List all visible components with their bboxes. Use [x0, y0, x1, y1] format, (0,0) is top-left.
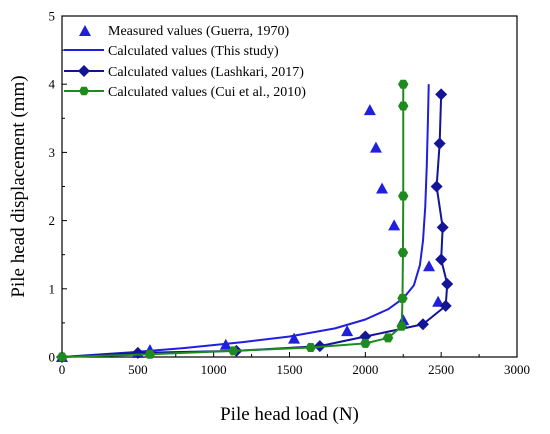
data-point-cui	[144, 349, 156, 359]
legend-entry-lashkari: Calculated values (Lashkari, 2017)	[64, 65, 304, 80]
x-axis-title: Pile head load (N)	[220, 404, 359, 425]
legend-marker-lashkari-diamond	[78, 65, 90, 77]
series-line-cui	[61, 84, 405, 358]
axis-ticks: 0 500 1000 1500 2000 2500 3000 0 1 2 3 4 5	[49, 9, 531, 378]
data-point-lashkari	[430, 180, 443, 193]
y-tick-label: 4	[49, 77, 56, 92]
series-line-this-study	[61, 84, 430, 358]
series-line-lashkari	[61, 94, 449, 358]
data-point-lashkari	[436, 221, 449, 234]
x-tick-label: 3000	[504, 362, 530, 377]
data-point-cui	[398, 191, 409, 201]
data-point-lashkari	[131, 346, 144, 359]
x-tick-label: 1500	[277, 362, 303, 377]
x-tick-label: 500	[128, 362, 148, 377]
legend-label-measured: Measured values (Guerra, 1970)	[108, 24, 289, 39]
y-tick-label: 3	[49, 145, 56, 160]
data-point-cui	[396, 321, 407, 331]
legend-label-this-study: Calculated values (This study)	[108, 44, 279, 59]
legend-label-lashkari: Calculated values (Lashkari, 2017)	[108, 65, 304, 80]
data-point-cui	[382, 333, 394, 343]
data-point-measured	[432, 295, 445, 307]
data-point-lashkari	[433, 137, 446, 150]
series-measured	[56, 104, 445, 362]
y-tick-label: 2	[49, 213, 56, 228]
x-tick-label: 1000	[201, 362, 227, 377]
data-point-measured	[423, 260, 436, 272]
data-point-lashkari	[441, 278, 454, 291]
y-tick-label: 0	[49, 350, 56, 365]
legend-entry-this-study: Calculated values (This study)	[64, 44, 279, 59]
legend: Measured values (Guerra, 1970) Calculate…	[64, 24, 306, 100]
series-cui	[56, 79, 409, 362]
data-point-measured	[376, 182, 389, 194]
series-layer	[56, 79, 454, 363]
x-tick-label: 2500	[428, 362, 454, 377]
data-point-lashkari	[359, 330, 372, 343]
x-tick-label: 0	[59, 362, 66, 377]
data-point-cui	[398, 79, 409, 89]
data-point-cui	[56, 352, 68, 362]
y-axis-title: Pile head displacement (mm)	[8, 75, 29, 297]
legend-marker-cui-hexagon	[79, 86, 89, 96]
data-point-measured	[341, 325, 354, 337]
y-tick-label: 5	[49, 9, 56, 24]
data-point-lashkari	[435, 253, 448, 266]
legend-label-cui: Calculated values (Cui et al., 2010)	[108, 85, 306, 100]
data-point-lashkari	[416, 318, 429, 331]
series-this-study	[61, 84, 430, 358]
data-point-cui	[228, 346, 239, 356]
data-point-cui	[397, 293, 408, 303]
legend-entry-cui: Calculated values (Cui et al., 2010)	[64, 85, 306, 100]
data-point-cui	[360, 338, 371, 348]
y-tick-label: 1	[49, 281, 56, 296]
data-point-cui	[305, 342, 316, 352]
data-point-lashkari	[435, 88, 448, 101]
data-point-measured	[288, 332, 301, 344]
data-point-lashkari	[439, 299, 452, 312]
legend-entry-measured: Measured values (Guerra, 1970)	[79, 24, 289, 39]
data-point-measured	[363, 104, 376, 116]
data-point-cui	[398, 101, 409, 111]
data-point-cui	[397, 248, 409, 258]
x-tick-label: 2000	[352, 362, 378, 377]
legend-marker-measured-triangle	[79, 25, 91, 36]
data-point-measured	[388, 219, 401, 231]
data-point-measured	[369, 141, 382, 153]
